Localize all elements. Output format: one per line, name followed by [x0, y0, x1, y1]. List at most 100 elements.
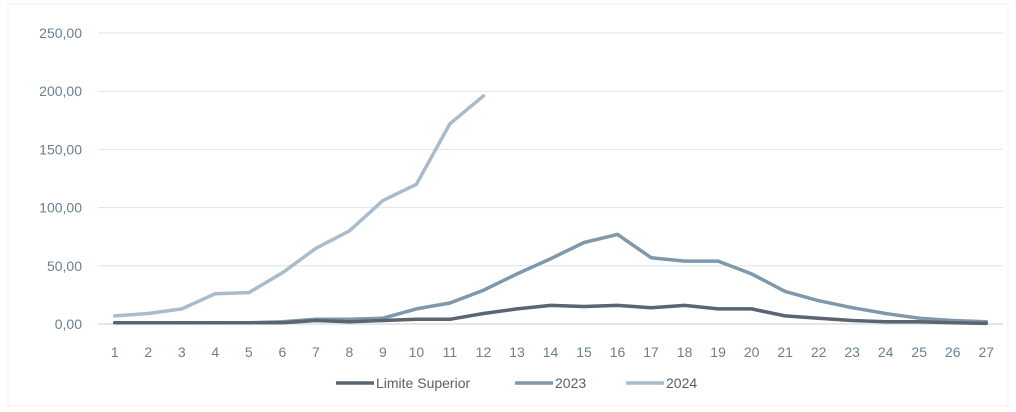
data-point [649, 256, 653, 260]
data-point [884, 320, 888, 324]
data-point [146, 321, 150, 325]
data-point [381, 318, 385, 323]
legend-label: 2023 [555, 375, 586, 391]
legend: Limite Superior 2023 2024 [336, 375, 697, 391]
data-point [884, 311, 888, 316]
x-tick-label: 1 [111, 344, 119, 360]
data-point [984, 321, 988, 326]
data-point [414, 182, 419, 186]
data-point [716, 259, 720, 263]
x-tick-label: 23 [844, 344, 860, 360]
data-point [247, 290, 251, 295]
x-tick-label: 27 [978, 344, 994, 360]
x-tick-label: 4 [211, 344, 219, 360]
data-point [247, 321, 251, 325]
gridlines [98, 32, 1003, 325]
x-tick-label: 7 [312, 344, 320, 360]
chart-border [7, 3, 1009, 407]
data-point [951, 321, 955, 325]
data-point [180, 321, 184, 325]
x-tick-label: 24 [878, 344, 894, 360]
x-tick-label: 21 [777, 344, 793, 360]
series-2023 [113, 232, 988, 325]
series-line [113, 232, 988, 325]
data-point [783, 289, 787, 294]
x-tick-label: 15 [576, 344, 592, 360]
data-point [783, 314, 787, 318]
x-tick-label: 20 [744, 344, 760, 360]
data-point [548, 257, 553, 261]
data-point [113, 314, 117, 318]
data-point [582, 240, 586, 245]
data-point [448, 301, 452, 305]
data-point [146, 311, 150, 316]
data-point [180, 307, 184, 311]
data-point [213, 292, 217, 296]
x-tick-label: 14 [543, 344, 559, 360]
x-tick-label: 3 [178, 344, 186, 360]
x-tick-label: 17 [643, 344, 659, 360]
data-point [381, 199, 385, 203]
data-point [481, 94, 486, 98]
x-tick-label: 11 [443, 344, 458, 360]
data-point [481, 311, 486, 316]
data-point [615, 303, 620, 307]
series-limite-superior [113, 303, 988, 326]
x-tick-label: 9 [379, 344, 387, 360]
data-point [314, 318, 318, 323]
data-point [347, 320, 351, 324]
data-point [515, 307, 519, 311]
data-point [347, 229, 351, 233]
series-2024 [113, 94, 486, 318]
data-point [750, 272, 754, 276]
data-point [582, 304, 586, 309]
data-point [850, 318, 854, 323]
x-tick-label: 5 [245, 344, 253, 360]
legend-label: Limite Superior [376, 375, 470, 391]
y-tick-label: 250,00 [39, 25, 82, 41]
data-point [817, 316, 821, 320]
data-point [448, 122, 452, 126]
x-tick-label: 26 [945, 344, 961, 360]
data-point [649, 306, 653, 310]
y-tick-label: 50,00 [47, 258, 82, 274]
legend-item: 2024 [626, 375, 697, 391]
y-tick-label: 100,00 [39, 200, 82, 216]
x-tick-label: 10 [409, 344, 425, 360]
data-point [817, 299, 821, 303]
legend-item: 2023 [515, 375, 586, 391]
x-tick-label: 13 [509, 344, 525, 360]
y-tick-label: 150,00 [39, 141, 82, 157]
data-point [750, 307, 754, 311]
x-axis: 1 2 3 4 5 6 7 8 9 10 11 12 13 14 15 16 17 18 19 20 21 22 23 24 2… [111, 344, 994, 360]
x-tick-label: 25 [911, 344, 927, 360]
data-point [515, 272, 519, 276]
data-point [280, 271, 284, 275]
x-tick-label: 22 [811, 344, 827, 360]
data-point [213, 321, 217, 325]
data-point [917, 316, 921, 320]
y-axis: 0,00 50,00 100,00 150,00 200,00 250,00 [39, 25, 82, 332]
data-point [314, 246, 318, 250]
x-tick-label: 18 [677, 344, 693, 360]
data-point [280, 321, 284, 325]
data-point [682, 259, 687, 263]
data-point [481, 288, 486, 292]
data-point [414, 307, 419, 311]
x-tick-label: 16 [610, 344, 626, 360]
data-point [716, 307, 720, 311]
data-point [414, 317, 419, 321]
series-layer [113, 94, 988, 326]
x-tick-label: 12 [476, 344, 492, 360]
legend-label: 2024 [666, 375, 697, 391]
y-tick-label: 200,00 [39, 83, 82, 99]
legend-item: Limite Superior [336, 375, 470, 391]
x-tick-label: 19 [710, 344, 726, 360]
data-point [917, 320, 921, 324]
x-tick-label: 6 [278, 344, 286, 360]
series-line [113, 94, 486, 318]
x-tick-label: 8 [345, 344, 353, 360]
data-point [682, 303, 687, 307]
data-point [113, 321, 117, 325]
